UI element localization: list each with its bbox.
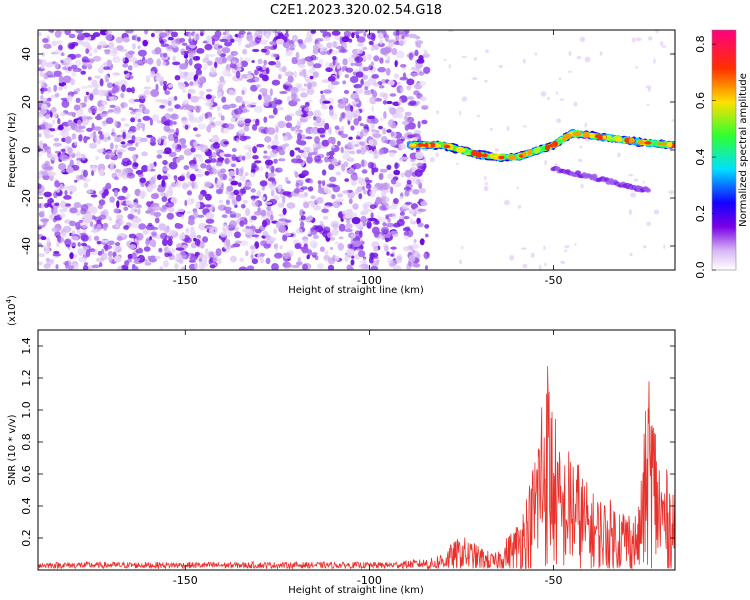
colorbar-label: Normalized spectral amplitude xyxy=(738,73,749,227)
snr-ytick-label: 1.2 xyxy=(20,369,33,387)
spectrogram-plot: -150 -100 -50 -40 -20 0 20 40 Height of straig… xyxy=(7,29,676,296)
snr-ytick-label: 1.4 xyxy=(20,337,33,355)
spectrogram-ylabel: Frequency (Hz) xyxy=(7,112,18,188)
spectrogram-ytick-label: 40 xyxy=(20,47,33,61)
colorbar: 0.0 0.2 0.4 0.6 0.8 Normalized spectral ampl… xyxy=(694,29,749,279)
snr-line xyxy=(38,366,675,570)
noise-field xyxy=(38,30,675,270)
spectrogram-xtick-label: -100 xyxy=(357,274,382,287)
colorbar-tick-label: 0.4 xyxy=(694,148,707,166)
spectrogram-ytick-label: -20 xyxy=(20,189,33,207)
snr-xtick-label: -50 xyxy=(545,574,563,587)
colorbar-tick-label: 0.8 xyxy=(694,35,707,53)
snr-ytick-label: 0.2 xyxy=(20,529,33,547)
snr-xtick-label: -150 xyxy=(173,574,198,587)
spectrogram-ytick-label: 0 xyxy=(20,147,33,154)
snr-ytick-label: 0.6 xyxy=(20,465,33,483)
snr-ylabel: SNR (10 * v/v) xyxy=(7,414,18,485)
snr-xlabel: Height of straight line (km) xyxy=(288,585,424,596)
spectrogram-ytick-label: 20 xyxy=(20,95,33,109)
spectrogram-xtick-label: -50 xyxy=(545,274,563,287)
snr-ytick-label: 1.0 xyxy=(20,401,33,419)
snr-exponent: (x104) xyxy=(5,295,18,326)
spectrogram-xlabel: Height of straight line (km) xyxy=(288,285,424,296)
signal-ridge xyxy=(406,128,675,193)
snr-ytick-label: 0.4 xyxy=(20,497,33,515)
colorbar-gradient xyxy=(712,30,736,270)
snr-xtick-label: -100 xyxy=(357,574,382,587)
spectrogram-ytick-label: -40 xyxy=(20,237,33,255)
chart-title: C2E1.2023.320.02.54.G18 xyxy=(270,3,442,18)
snr-frame xyxy=(37,329,676,571)
spectrogram-xtick-label: -150 xyxy=(173,274,198,287)
colorbar-tick-label: 0.2 xyxy=(694,205,707,223)
colorbar-tick-label: 0.6 xyxy=(694,92,707,110)
colorbar-tick-label: 0.0 xyxy=(694,261,707,279)
snr-plot: -150 -100 -50 0.2 0.4 0.6 0.8 1.0 1.2 1.4 Height… xyxy=(5,295,676,596)
snr-ytick-label: 0.8 xyxy=(20,433,33,451)
